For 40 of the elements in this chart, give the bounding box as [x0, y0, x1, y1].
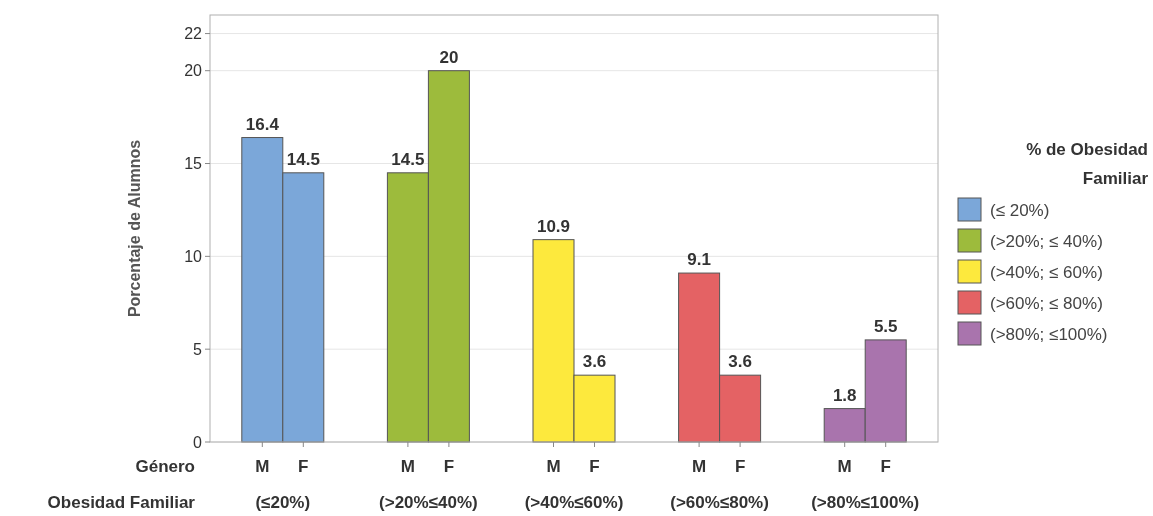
- x-tick-label: F: [734, 457, 746, 476]
- data-label: 3.6: [582, 352, 607, 372]
- x-tick-label: M: [400, 457, 415, 476]
- text: (≤20%): [255, 493, 311, 512]
- legend-label: (>60%; ≤ 80%): [990, 293, 1103, 313]
- x-tick-label: F: [589, 457, 600, 476]
- x-tick-label: M: [255, 457, 270, 476]
- data-label: 1.8: [832, 385, 857, 405]
- text: (>40%≤60%): [524, 493, 624, 512]
- y-tick-label: 20: [184, 62, 203, 80]
- legend-label: (>40%; ≤ 60%): [990, 262, 1103, 282]
- x-tick-label: M: [546, 457, 561, 476]
- y-axis-title: Porcentaje de Alumnos: [126, 139, 143, 318]
- x-tick-label: M: [692, 457, 707, 476]
- data-label: 10.9: [536, 216, 571, 236]
- y-tick-label: 15: [184, 155, 203, 173]
- legend-label: (>20%; ≤ 40%): [990, 231, 1103, 251]
- y-tick-label: 10: [184, 247, 203, 265]
- y-tick-label: 22: [184, 25, 203, 43]
- data-label: 3.6: [728, 352, 752, 372]
- data-label: 9.1: [687, 250, 711, 270]
- text: Obesidad Familiar: [47, 493, 196, 512]
- text: (>20%≤40%): [379, 493, 478, 512]
- y-tick-label: 5: [193, 340, 203, 358]
- data-label: 20: [439, 47, 459, 67]
- legend-title: % de Obesidad Familiar: [1026, 140, 1149, 188]
- y-tick-label: 0: [193, 433, 203, 451]
- legend-label: (>80%; ≤100%): [990, 324, 1108, 344]
- data-label: 5.5: [873, 316, 898, 336]
- x-tick-label: F: [880, 457, 891, 476]
- x-tick-label: F: [443, 457, 455, 476]
- text: (>60%≤80%): [670, 493, 769, 512]
- x-tick-label: F: [298, 457, 309, 476]
- x-tick-label: M: [837, 457, 852, 476]
- text: Género: [135, 457, 195, 476]
- data-label: 14.5: [286, 149, 320, 169]
- data-label: 16.4: [245, 114, 280, 134]
- text: (>80%≤100%): [811, 493, 920, 512]
- legend-label: (≤ 20%): [990, 200, 1050, 220]
- data-label: 14.5: [391, 149, 425, 169]
